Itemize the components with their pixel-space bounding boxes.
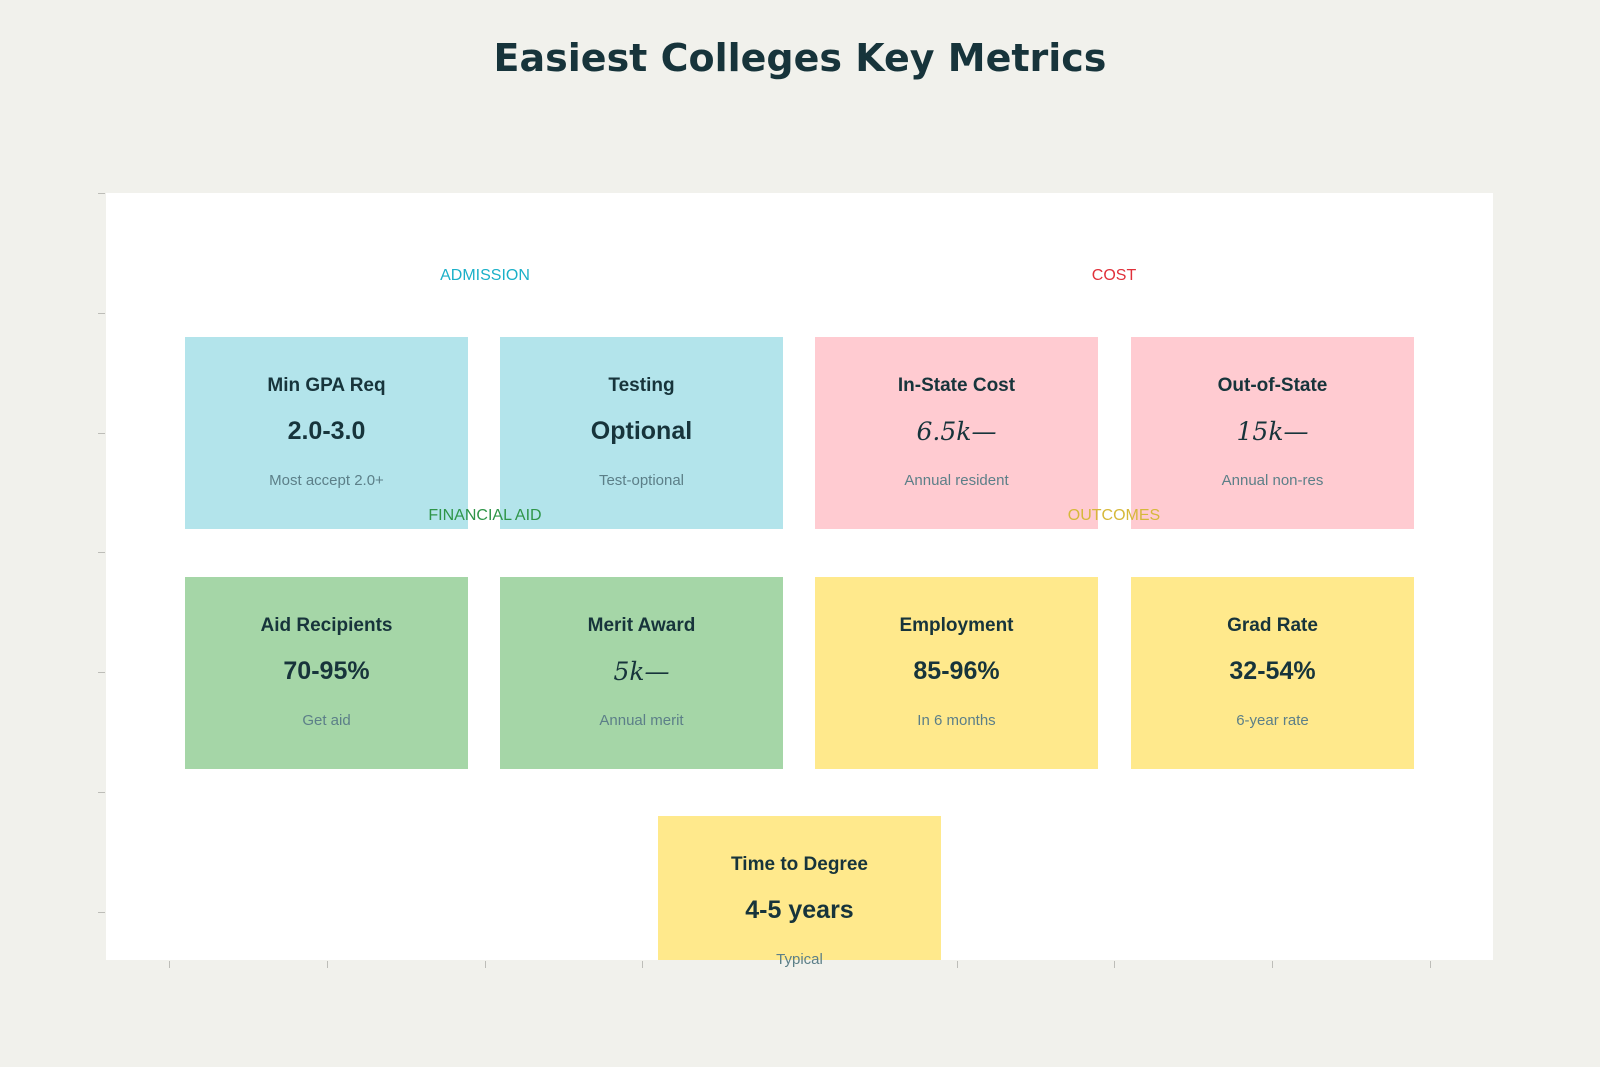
metric-card: Merit Award 5k— Annual merit [500, 577, 783, 769]
y-tick [98, 433, 105, 434]
metric-value: 85-96% [913, 657, 1000, 685]
metric-card: Out-of-State 15k— Annual non-res [1131, 337, 1414, 529]
metric-card: Aid Recipients 70-95% Get aid [185, 577, 468, 769]
y-tick [98, 912, 105, 913]
y-tick [98, 552, 105, 553]
x-tick [485, 961, 486, 968]
metric-subtitle: 6-year rate [1236, 712, 1309, 729]
metric-value: 15k— [1236, 417, 1309, 446]
metric-subtitle: Annual resident [904, 472, 1009, 489]
section-label-admission: ADMISSION [440, 267, 530, 284]
metric-card: Employment 85-96% In 6 months [815, 577, 1098, 769]
metric-subtitle: Typical [776, 951, 823, 968]
x-tick [169, 961, 170, 968]
metric-title: Min GPA Req [267, 375, 386, 396]
y-tick [98, 313, 105, 314]
metric-value: 6.5k— [916, 417, 997, 446]
metric-subtitle: Most accept 2.0+ [269, 472, 384, 489]
metric-subtitle: Annual non-res [1221, 472, 1324, 489]
metric-card: In-State Cost 6.5k— Annual resident [815, 337, 1098, 529]
x-tick [1114, 961, 1115, 968]
y-tick [98, 193, 105, 194]
metric-title: In-State Cost [897, 375, 1016, 396]
metric-value: 2.0-3.0 [287, 417, 366, 445]
x-tick [1272, 961, 1273, 968]
metric-value: 5k— [613, 657, 670, 686]
x-tick [327, 961, 328, 968]
metric-title: Time to Degree [731, 854, 868, 875]
metric-title: Employment [899, 615, 1014, 636]
y-tick [98, 672, 105, 673]
metric-title: Merit Award [587, 615, 696, 636]
metric-subtitle: Annual merit [599, 712, 684, 729]
x-tick [957, 961, 958, 968]
metric-subtitle: Get aid [302, 712, 351, 729]
metric-title: Testing [608, 375, 675, 396]
chart-title: Easiest Colleges Key Metrics [493, 36, 1107, 80]
metric-card: Grad Rate 32-54% 6-year rate [1131, 577, 1414, 769]
x-tick [1430, 961, 1431, 968]
section-label-outcomes: OUTCOMES [1067, 507, 1161, 524]
metric-title: Out-of-State [1217, 375, 1328, 396]
metric-subtitle: Test-optional [598, 472, 685, 489]
metric-value: 4-5 years [745, 896, 854, 924]
metric-card: Time to Degree 4-5 years Typical [658, 816, 941, 968]
metric-value: 70-95% [283, 657, 370, 685]
y-tick [98, 792, 105, 793]
metric-card: Testing Optional Test-optional [500, 337, 783, 529]
metric-title: Aid Recipients [260, 615, 393, 636]
x-tick [642, 961, 643, 968]
metric-title: Grad Rate [1227, 615, 1318, 636]
section-label-financial-aid: FINANCIAL AID [428, 507, 542, 524]
metric-subtitle: In 6 months [917, 712, 996, 729]
metric-value: Optional [590, 417, 693, 445]
section-label-cost: COST [1091, 267, 1137, 284]
metric-card: Min GPA Req 2.0-3.0 Most accept 2.0+ [185, 337, 468, 529]
metric-value: 32-54% [1229, 657, 1316, 685]
